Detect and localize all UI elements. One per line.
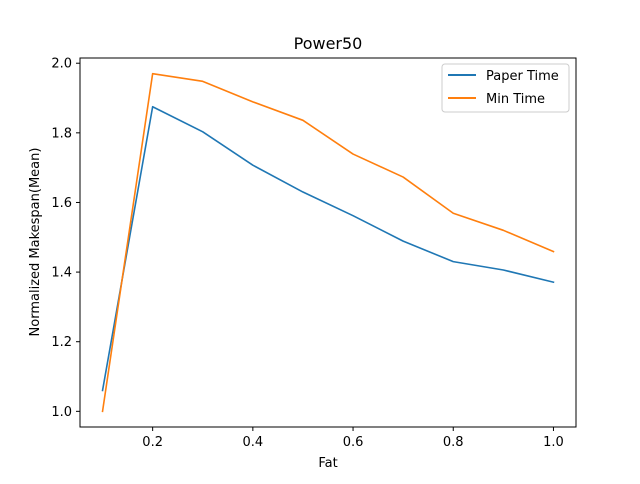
y-tick-label: 1.6 xyxy=(51,196,72,211)
chart-title: Power50 xyxy=(294,34,363,53)
x-tick-label: 0.4 xyxy=(243,435,264,450)
legend: Paper Time Min Time xyxy=(441,63,570,113)
y-tick-label: 1.2 xyxy=(51,335,72,350)
x-tick-label: 0.2 xyxy=(142,435,163,450)
x-tick-label: 1.0 xyxy=(543,435,564,450)
plot-content xyxy=(101,72,555,413)
plot-frame xyxy=(79,57,577,428)
x-axis-ticks: 0.2 0.4 0.6 0.8 1.0 xyxy=(142,427,564,450)
series-line-paper-time xyxy=(101,105,555,392)
y-axis-label: Normalized Makespan(Mean) xyxy=(28,148,43,337)
y-tick-label: 1.8 xyxy=(51,126,72,141)
x-axis-label: Fat xyxy=(318,456,337,471)
legend-label-min-time: Min Time xyxy=(486,92,545,107)
y-tick-label: 2.0 xyxy=(51,57,72,72)
y-tick-label: 1.4 xyxy=(51,266,72,281)
legend-label-paper-time: Paper Time xyxy=(486,69,559,84)
series-line-min-time xyxy=(101,72,555,413)
x-tick-label: 0.6 xyxy=(343,435,364,450)
y-axis-ticks: 1.0 1.2 1.4 1.6 1.8 2.0 xyxy=(51,57,80,420)
x-tick-label: 0.8 xyxy=(443,435,464,450)
y-tick-label: 1.0 xyxy=(51,405,72,420)
